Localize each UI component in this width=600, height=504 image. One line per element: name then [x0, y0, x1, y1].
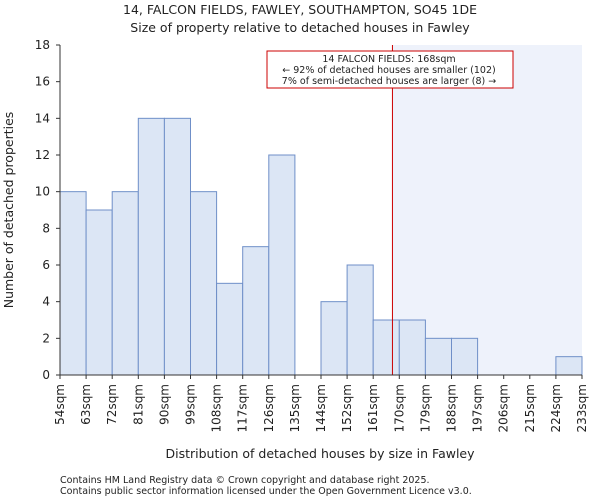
x-axis-label: Distribution of detached houses by size …	[165, 446, 475, 461]
bar-224sqm	[555, 356, 583, 376]
x-tick-label-72sqm: 72sqm	[105, 384, 119, 425]
x-tick-label-144sqm: 144sqm	[314, 384, 328, 432]
bar-170sqm	[398, 319, 426, 376]
x-tick-label-188sqm: 188sqm	[445, 384, 459, 432]
annotation-line-3: 7% of semi-detached houses are larger (8…	[282, 76, 496, 87]
footer-line-1: Contains HM Land Registry data © Crown c…	[60, 475, 430, 486]
x-tick-label-233sqm: 233sqm	[575, 384, 589, 432]
x-tick-label-63sqm: 63sqm	[79, 384, 93, 425]
x-tick-label-197sqm: 197sqm	[471, 384, 485, 432]
bar-99sqm	[190, 191, 218, 376]
y-tick-label: 12	[35, 148, 50, 162]
bar-63sqm	[85, 209, 113, 376]
x-tick-label-152sqm: 152sqm	[340, 384, 354, 432]
y-tick-label: 0	[42, 368, 50, 382]
x-tick-label-224sqm: 224sqm	[549, 384, 563, 432]
bar-126sqm	[268, 154, 296, 376]
bar-72sqm	[111, 191, 139, 376]
annotation-line-2: ← 92% of detached houses are smaller (10…	[282, 65, 495, 76]
x-tick-label-170sqm: 170sqm	[392, 384, 406, 432]
bar-152sqm	[346, 264, 374, 376]
y-tick-label: 16	[35, 75, 50, 89]
x-tick-label-179sqm: 179sqm	[418, 384, 432, 432]
bar-179sqm	[424, 337, 452, 376]
x-tick-label-135sqm: 135sqm	[288, 384, 302, 432]
y-tick-label: 18	[35, 38, 50, 52]
x-tick-label-54sqm: 54sqm	[53, 384, 67, 425]
y-tick-label: 2	[42, 331, 50, 345]
x-tick-label-206sqm: 206sqm	[497, 384, 511, 432]
bars-group	[59, 117, 583, 376]
x-tick-label-215sqm: 215sqm	[523, 384, 537, 432]
chart-title: 14, FALCON FIELDS, FAWLEY, SOUTHAMPTON, …	[123, 2, 477, 17]
chart-subtitle: Size of property relative to detached ho…	[130, 20, 470, 35]
x-tick-label-126sqm: 126sqm	[262, 384, 276, 432]
y-axis-ticks: 0 2 4 6 8 10 12 14 16 18	[35, 38, 60, 382]
x-tick-label-108sqm: 108sqm	[210, 384, 224, 432]
y-tick-label: 4	[42, 295, 50, 309]
y-tick-label: 6	[42, 258, 50, 272]
footer-line-2: Contains public sector information licen…	[60, 486, 472, 497]
bar-54sqm	[59, 191, 87, 376]
x-tick-label-99sqm: 99sqm	[184, 384, 198, 425]
x-tick-label-161sqm: 161sqm	[366, 384, 380, 432]
bar-188sqm	[451, 337, 479, 376]
x-axis-ticks: 54sqm 63sqm 72sqm 81sqm 90sqm 99sqm 108sqm 117s…	[53, 375, 589, 432]
x-tick-label-117sqm: 117sqm	[236, 384, 250, 432]
x-tick-label-81sqm: 81sqm	[131, 384, 145, 425]
y-tick-label: 8	[42, 221, 50, 235]
bar-108sqm	[216, 282, 244, 376]
bar-81sqm	[137, 117, 165, 376]
y-axis-label: Number of detached properties	[1, 112, 16, 309]
bar-90sqm	[163, 117, 191, 376]
y-tick-label: 14	[35, 111, 50, 125]
bar-144sqm	[320, 301, 348, 376]
annotation-line-1: 14 FALCON FIELDS: 168sqm	[322, 54, 455, 65]
bar-117sqm	[242, 246, 270, 376]
y-tick-label: 10	[35, 185, 50, 199]
annotation-box: 14 FALCON FIELDS: 168sqm ← 92% of detach…	[266, 50, 514, 89]
bar-161sqm	[372, 319, 400, 376]
x-tick-label-90sqm: 90sqm	[157, 384, 171, 425]
